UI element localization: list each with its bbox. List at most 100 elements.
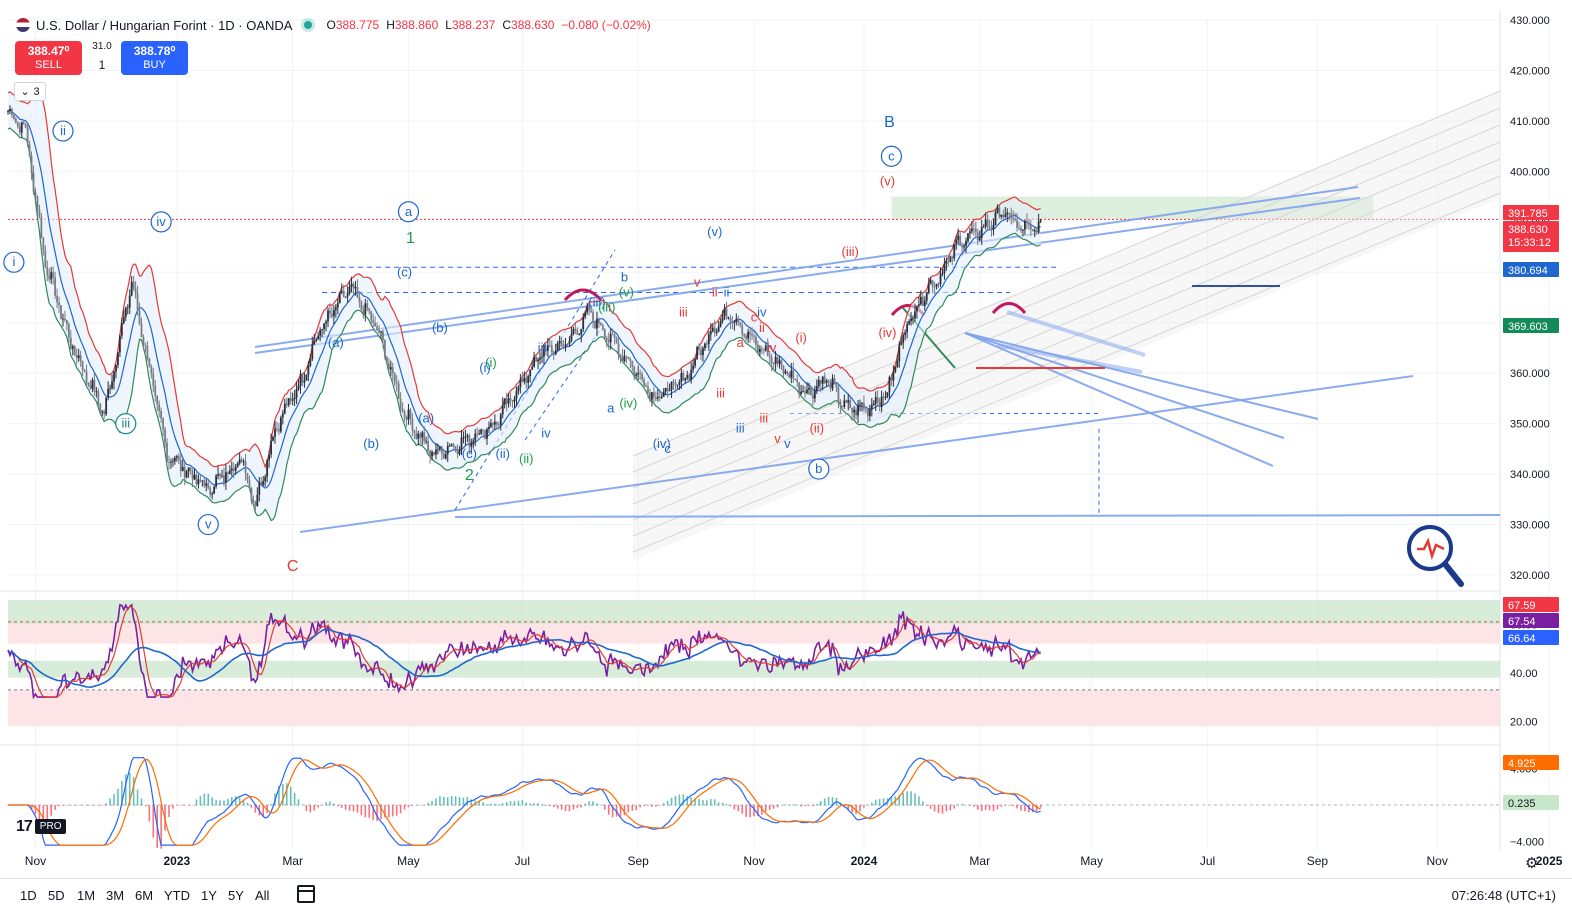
candle-body: [307, 365, 310, 375]
candle-body: [880, 396, 883, 408]
candle-body: [332, 310, 335, 317]
macd-histogram-bar: [207, 793, 210, 806]
candle-body: [226, 472, 229, 474]
rsi-signal-line: [7, 606, 1041, 698]
wave-label: b: [621, 269, 628, 284]
candle-body: [666, 387, 669, 391]
macd-histogram-bar: [117, 788, 119, 806]
candle-body: [998, 207, 1001, 217]
candle-body: [912, 318, 914, 319]
range-all-button[interactable]: All: [255, 888, 270, 903]
range-1d-button[interactable]: 1D: [20, 888, 37, 903]
time-tick-label: Jul: [515, 854, 530, 868]
macd-histogram-bar: [494, 803, 496, 806]
macd-histogram-bar: [50, 805, 52, 816]
candle-body: [707, 334, 710, 345]
macd-histogram-bar: [1004, 805, 1007, 806]
macd-histogram-bar: [556, 805, 559, 809]
candle-body: [545, 348, 547, 352]
candle-body: [914, 311, 916, 319]
macd-histogram-bar: [772, 805, 775, 809]
candle-body: [464, 436, 467, 438]
macd-histogram-bar: [321, 805, 323, 806]
macd-histogram-bar: [945, 805, 948, 812]
candle-body: [625, 356, 628, 358]
candle-body: [503, 399, 506, 405]
rsi-tick-label: 20.00: [1510, 716, 1538, 728]
macd-histogram-bar: [662, 803, 665, 806]
macd-histogram-bar: [1039, 805, 1042, 808]
candle-body: [213, 486, 216, 494]
candle-body: [1022, 229, 1024, 231]
macd-histogram-bar: [313, 805, 316, 811]
candle-body: [515, 391, 518, 400]
range-5y-button[interactable]: 5Y: [228, 888, 244, 903]
price-badge-green-bg: [1503, 318, 1559, 333]
macd-histogram-bar: [513, 801, 516, 806]
range-ytd-button[interactable]: YTD: [164, 888, 190, 903]
candle-body: [36, 196, 39, 210]
candle-body: [888, 376, 891, 393]
macd-histogram-bar: [874, 799, 877, 806]
range-5d-button[interactable]: 5D: [48, 888, 65, 903]
candle-body: [154, 385, 157, 397]
macd-histogram-bar: [93, 805, 96, 806]
macd-histogram-bar: [607, 805, 610, 815]
indicators-toggle-button[interactable]: ⌄ 3: [14, 82, 46, 101]
candle-body: [407, 409, 410, 420]
candle-body: [223, 475, 225, 483]
candle-body: [81, 361, 84, 371]
macd-histogram-bar: [698, 798, 700, 806]
range-1m-button[interactable]: 1M: [77, 888, 96, 903]
candle-body: [40, 216, 43, 238]
candle-body: [18, 126, 21, 133]
macd-histogram-bar: [670, 797, 673, 806]
macd-histogram-bar: [957, 804, 959, 806]
range-6m-button[interactable]: 6M: [135, 888, 154, 903]
macd-tick-label: −4.000: [1510, 836, 1544, 848]
candle-body: [811, 394, 814, 399]
candle-body: [729, 317, 732, 322]
candle-body: [961, 245, 963, 248]
market-open-dot: [304, 21, 313, 29]
wave-label: v: [205, 517, 212, 532]
tradingview-logo[interactable]: 17 PRO: [16, 818, 67, 835]
candle-body: [1024, 221, 1026, 230]
range-1y-button[interactable]: 1Y: [201, 888, 217, 903]
calendar-icon[interactable]: [297, 885, 315, 903]
candle-body: [466, 435, 469, 437]
macd-histogram-bar: [509, 801, 512, 806]
symbol-title[interactable]: U.S. Dollar / Hungarian Forint · 1D · OA…: [36, 17, 293, 33]
macd-badge: 0.235: [1508, 798, 1536, 810]
macd-histogram-bar: [462, 797, 465, 806]
candle-body: [949, 256, 952, 262]
settings-gear-icon[interactable]: ⚙: [1525, 855, 1539, 872]
clock-readout[interactable]: 07:26:48 (UTC+1): [1451, 888, 1556, 903]
macd-histogram-bar: [541, 804, 543, 806]
candle-body: [976, 232, 979, 241]
chart-legend: U.S. Dollar / Hungarian Forint · 1D · OA…: [16, 15, 658, 35]
candle-body: [225, 472, 227, 483]
ohlc-open: O388.775: [326, 18, 380, 32]
candle-body: [564, 344, 567, 347]
candle-body: [719, 320, 722, 327]
range-3m-button[interactable]: 3M: [106, 888, 125, 903]
macd-histogram-bar: [270, 803, 272, 806]
macd-histogram-bar: [242, 799, 245, 806]
candle-body: [138, 310, 141, 324]
price-tick-label: 340.000: [1510, 469, 1550, 481]
candle-body: [219, 474, 221, 476]
buy-button[interactable]: 388.78⁰ BUY: [121, 41, 188, 75]
quantity-field[interactable]: 1: [98, 58, 106, 72]
price-tick-label: 350.000: [1510, 419, 1550, 431]
macd-histogram-bar: [344, 805, 347, 810]
candle-body: [438, 447, 441, 450]
macd-histogram-bar: [706, 800, 708, 806]
ohlc-high: H388.860: [386, 18, 439, 32]
sell-button[interactable]: 388.47⁰ SELL: [15, 41, 82, 75]
candle-body: [276, 428, 278, 430]
candle-body: [841, 406, 844, 407]
wave-label: (v): [880, 173, 895, 188]
candle-body: [368, 308, 371, 312]
